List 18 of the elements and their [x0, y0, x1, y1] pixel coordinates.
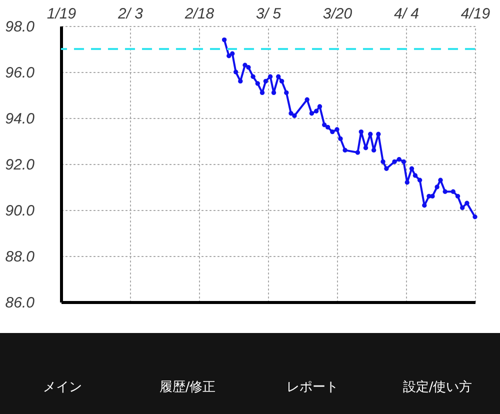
y-tick-label: 92.0	[5, 156, 36, 174]
x-tick-label: 4/19	[460, 6, 491, 22]
y-tick-label: 90.0	[5, 202, 36, 220]
y-tick-label: 86.0	[5, 294, 36, 312]
y-tick-label: 98.0	[5, 18, 36, 36]
text: 履歴/修正	[159, 380, 216, 395]
text: レポート	[286, 380, 338, 395]
y-tick-label: 94.0	[5, 110, 36, 128]
x-tick-label: 1/19	[46, 6, 77, 22]
x-tick-label: 2/18	[184, 6, 215, 22]
text: メイン	[43, 380, 82, 395]
x-tick-label: 3/ 5	[256, 6, 282, 22]
y-tick-label: 88.0	[5, 248, 36, 266]
x-tick-label: 4/ 4	[394, 6, 420, 22]
y-tick-label: 96.0	[5, 64, 36, 82]
x-tick-label: 3/20	[322, 6, 353, 22]
text: 設定/使い方	[402, 379, 472, 395]
x-tick-label: 2/ 3	[116, 6, 144, 22]
